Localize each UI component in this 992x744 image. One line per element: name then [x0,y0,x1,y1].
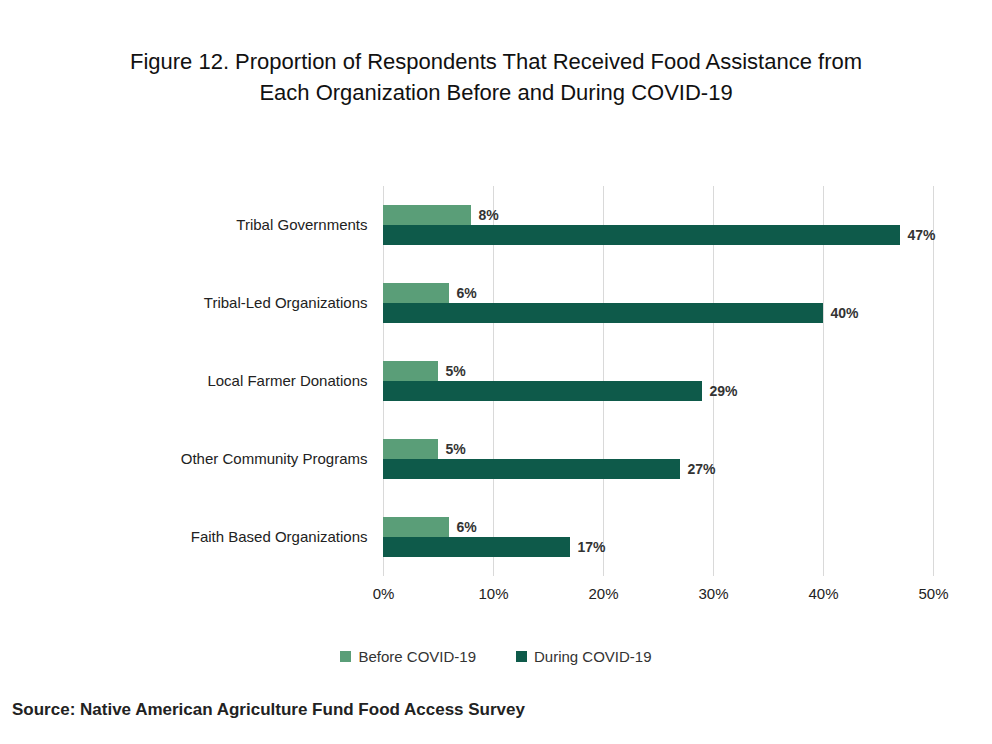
svg-text:30%: 30% [698,585,728,602]
svg-text:47%: 47% [908,227,937,243]
svg-text:8%: 8% [479,207,500,223]
svg-text:Tribal Governments: Tribal Governments [236,216,367,233]
svg-text:6%: 6% [457,519,478,535]
svg-text:5%: 5% [446,363,467,379]
svg-text:20%: 20% [588,585,618,602]
html-text:Figure 12. Proportion of Respo: Figure 12. Proportion of Respondents Tha… [129,49,862,105]
html-text:Source: Native American Agricu: Source: Native American Agriculture Fund… [12,700,525,719]
svg-text:29%: 29% [710,383,739,399]
svg-text:40%: 40% [831,305,860,321]
svg-text:17%: 17% [578,539,607,555]
svg-text:6%: 6% [457,285,478,301]
html-text:Before COVID-19: Before COVID-19 [358,648,476,665]
svg-text:0%: 0% [373,585,395,602]
svg-text:Other Community Programs: Other Community Programs [181,450,368,467]
svg-text:40%: 40% [808,585,838,602]
html-text:During COVID-19: During COVID-19 [534,648,652,665]
svg-text:Faith Based Organizations: Faith Based Organizations [191,528,368,545]
svg-text:27%: 27% [688,461,717,477]
svg-text:Tribal-Led Organizations: Tribal-Led Organizations [204,294,368,311]
svg-text:5%: 5% [446,441,467,457]
svg-text:Local Farmer Donations: Local Farmer Donations [207,372,367,389]
svg-text:10%: 10% [478,585,508,602]
svg-text:50%: 50% [918,585,948,602]
